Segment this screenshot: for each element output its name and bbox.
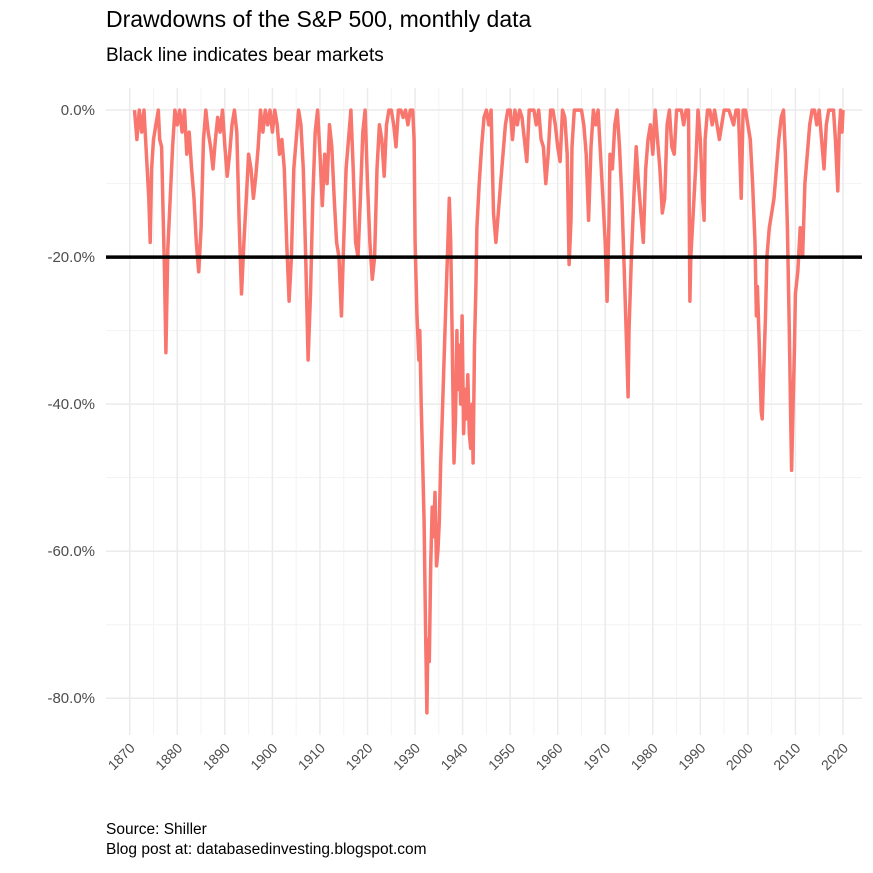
x-tick-label: 1920 bbox=[342, 740, 375, 773]
x-tick-label: 1960 bbox=[532, 740, 565, 773]
chart-subtitle: Black line indicates bear markets bbox=[106, 45, 384, 66]
x-tick-label: 2000 bbox=[723, 740, 756, 773]
x-tick-label: 1880 bbox=[152, 740, 185, 773]
x-tick-label: 2010 bbox=[770, 740, 803, 773]
y-tick-label: -40.0% bbox=[47, 396, 95, 413]
y-tick-label: -20.0% bbox=[47, 249, 95, 266]
x-tick-label: 1980 bbox=[628, 740, 661, 773]
series-layer bbox=[132, 108, 845, 715]
y-tick-label: -80.0% bbox=[47, 690, 95, 707]
x-tick-label: 1950 bbox=[485, 740, 518, 773]
x-tick-label: 1970 bbox=[580, 740, 613, 773]
x-axis: 1870 1880 1890 1900 1910 1920 1930 1940 1950 1960… bbox=[105, 740, 852, 773]
x-tick-label: 1900 bbox=[247, 740, 280, 773]
x-tick-label: 1910 bbox=[295, 740, 328, 773]
x-tick-label: 1990 bbox=[675, 740, 708, 773]
y-tick-label: -60.0% bbox=[47, 543, 95, 560]
x-tick-label: 1890 bbox=[200, 740, 233, 773]
drawdown-series-line bbox=[132, 108, 845, 715]
x-tick-label: 2020 bbox=[818, 740, 851, 773]
grid-lines bbox=[106, 88, 862, 735]
y-tick-label: 0.0% bbox=[61, 102, 95, 119]
chart-title: Drawdowns of the S&P 500, monthly data bbox=[106, 6, 532, 32]
x-tick-label: 1930 bbox=[390, 740, 423, 773]
caption: Source: Shiller Blog post at: databasedi… bbox=[106, 820, 427, 860]
y-axis: 0.0% -20.0% -40.0% -60.0% -80.0% bbox=[47, 102, 95, 707]
blog-note: Blog post at: databasedinvesting.blogspo… bbox=[106, 841, 427, 858]
x-tick-label: 1940 bbox=[437, 740, 470, 773]
x-tick-label: 1870 bbox=[105, 740, 138, 773]
source-note: Source: Shiller bbox=[106, 821, 207, 838]
